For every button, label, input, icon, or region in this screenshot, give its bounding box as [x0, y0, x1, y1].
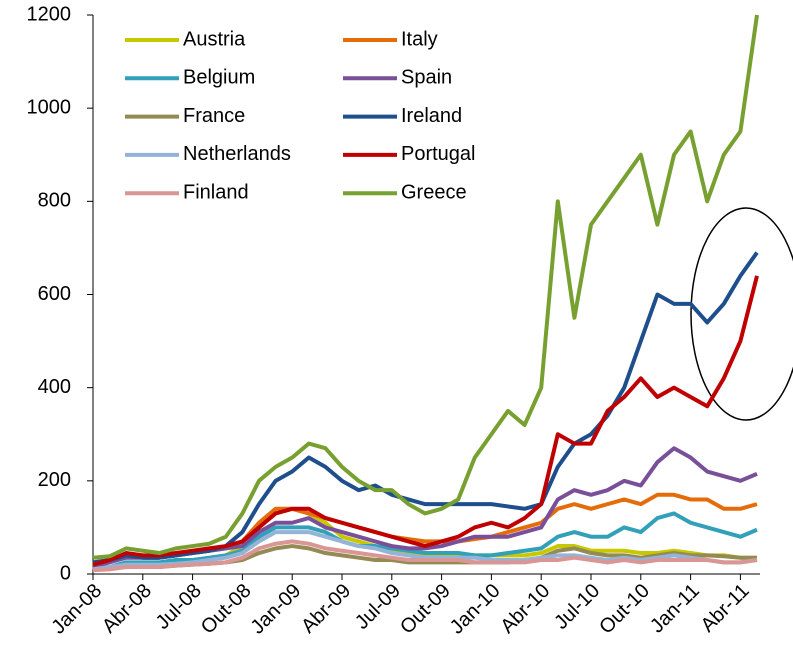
y-tick-label: 1200 [27, 3, 72, 25]
legend-label: Austria [183, 28, 246, 50]
y-tick-label: 800 [38, 190, 71, 212]
y-tick-label: 1000 [27, 96, 72, 118]
series-line [92, 511, 758, 572]
y-tick-label: 600 [38, 283, 71, 305]
legend-label: Portugal [401, 143, 476, 165]
legend-label: Ireland [401, 105, 462, 127]
x-tick-label: Abr-08 [98, 580, 156, 638]
legend-label: Finland [183, 181, 249, 203]
x-tick-label: Out-10 [595, 580, 654, 639]
series-line [92, 251, 759, 565]
x-tick-label: Abr-11 [697, 580, 754, 637]
series-line [92, 275, 759, 567]
legend-label: France [183, 105, 245, 127]
series-line [92, 530, 758, 572]
x-tick-label: Out-08 [197, 580, 256, 639]
x-tick-label: Abr-09 [297, 580, 355, 638]
y-tick-label: 400 [38, 376, 71, 398]
x-tick-label: Jul-10 [550, 580, 604, 634]
y-tick-label: 0 [60, 562, 71, 584]
legend-label: Greece [401, 181, 467, 203]
series-line [92, 539, 758, 573]
y-tick-label: 200 [38, 469, 71, 491]
x-tick-label: Jan-09 [247, 580, 306, 639]
x-tick-label: Jan-10 [446, 580, 505, 639]
legend-label: Belgium [183, 67, 255, 89]
x-tick-label: Abr-10 [496, 580, 554, 638]
x-tick-label: Jul-08 [152, 580, 206, 634]
legend-label: Netherlands [183, 143, 291, 165]
legend-label: Italy [401, 28, 438, 50]
annotation-ellipse [690, 207, 793, 421]
x-tick-label: Out-09 [396, 580, 455, 639]
x-tick-label: Jan-08 [47, 580, 106, 639]
x-tick-label: Jan-11 [646, 580, 704, 638]
series-line [92, 14, 759, 560]
x-tick-label: Jul-09 [351, 580, 405, 634]
legend-label: Spain [401, 67, 452, 89]
